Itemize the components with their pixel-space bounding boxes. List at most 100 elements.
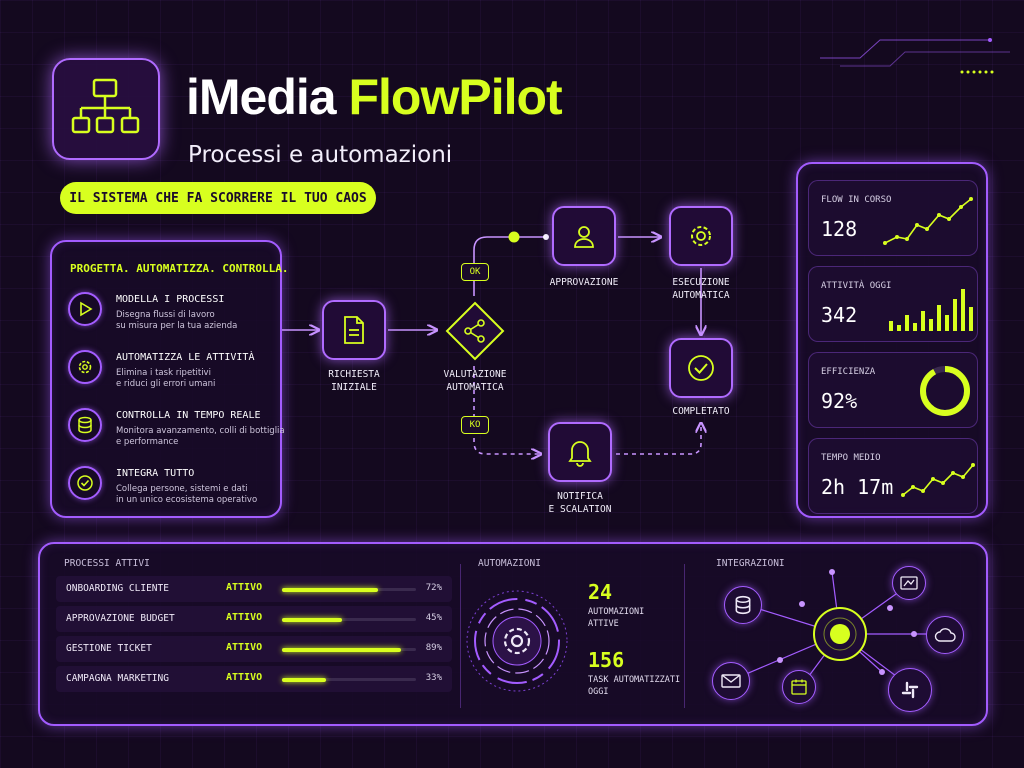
bottom-panel: PROCESSI ATTIVI ONBOARDING CLIENTE ATTIV… [38, 542, 988, 726]
feature-desc: Elimina i task ripetitivi e riduci gli er… [116, 368, 216, 389]
progress-track [282, 677, 416, 682]
progress-fill [282, 587, 379, 592]
flow-node-notifica[interactable] [548, 422, 612, 482]
kpi-value: 2h 17m [821, 475, 894, 499]
kpi-card-attivita: ATTIVITÀ OGGI 342 [808, 266, 978, 342]
feature-title: MODELLA I PROCESSI [116, 294, 225, 305]
line-sparkline [883, 197, 973, 245]
process-row[interactable]: APPROVAZIONE BUDGET ATTIVO 45% [56, 606, 452, 632]
app-subtitle: Processi e automazioni [188, 142, 453, 168]
progress-track [282, 617, 416, 622]
tagline-badge: IL SISTEMA CHE FA SCORRERE IL TUO CAOS [60, 182, 376, 214]
kpi-label: FLOW IN CORSO [821, 195, 892, 205]
chart-icon[interactable] [892, 566, 926, 600]
process-percent: 89% [425, 643, 442, 653]
kpi-card-tempo: TEMPO MEDIO 2h 17m [808, 438, 978, 514]
feature-title: AUTOMATIZZA LE ATTIVITÀ [116, 352, 255, 363]
progress-track [282, 587, 416, 592]
kpi-card-flow: FLOW IN CORSO 128 [808, 180, 978, 256]
process-status: ATTIVO [226, 612, 263, 623]
progress-track [282, 647, 416, 652]
title-imedia: iMedia [186, 69, 337, 125]
check-icon [68, 466, 102, 500]
kpi-label: EFFICIENZA [821, 367, 876, 377]
kpi-panel: FLOW IN CORSO 128 ATTIVITÀ OGGI 342 EFFI… [796, 162, 988, 518]
flow-label-richiesta: RICHIESTA INIZIALE [328, 369, 380, 393]
features-heading: PROGETTA. AUTOMATIZZA. CONTROLLA. [70, 262, 289, 275]
app-title: iMedia FlowPilot [186, 68, 563, 126]
feature-title: CONTROLLA IN TEMPO REALE [116, 410, 261, 421]
flow-label-valutazione: VALUTAZIONE AUTOMATICA [443, 369, 507, 393]
calendar-icon[interactable] [782, 670, 816, 704]
kpi-card-efficienza: EFFICIENZA 92% [808, 352, 978, 428]
user-icon [574, 226, 594, 248]
progress-fill [282, 647, 402, 652]
flow-label-approvazione: APPROVAZIONE [549, 277, 619, 288]
cloud-icon[interactable] [926, 616, 964, 654]
share-icon [464, 319, 485, 343]
check-circle-icon [688, 355, 714, 381]
kpi-value: 128 [821, 217, 858, 241]
app-logo [52, 58, 160, 160]
gear-icon [68, 350, 102, 384]
flow-node-valutazione[interactable] [444, 300, 506, 362]
kpi-label: TEMPO MEDIO [821, 453, 881, 463]
flow-node-completato[interactable] [669, 338, 733, 398]
process-status: ATTIVO [226, 642, 263, 653]
gear-icon [691, 226, 711, 246]
tasks-automated-value: 156 [588, 648, 625, 672]
features-panel: PROGETTA. AUTOMATIZZA. CONTROLLA. MODELL… [50, 240, 289, 518]
document-icon [344, 316, 364, 344]
flow-label-completato: COMPLETATO [672, 406, 730, 417]
process-percent: 72% [425, 583, 442, 593]
progress-fill [282, 617, 343, 622]
gear-icon [503, 627, 531, 655]
slack-icon[interactable] [888, 668, 932, 712]
feature-title: INTEGRA TUTTO [116, 468, 195, 479]
ok-label: OK [461, 263, 489, 281]
mail-icon[interactable] [712, 662, 750, 700]
feature-desc: Collega persone, sistemi e dati in un uni… [116, 484, 258, 505]
kpi-value: 92% [821, 389, 858, 413]
process-row[interactable]: CAMPAGNA MARKETING ATTIVO 33% [56, 666, 452, 692]
process-row[interactable]: ONBOARDING CLIENTE ATTIVO 72% [56, 576, 452, 602]
line-sparkline [901, 463, 975, 497]
section-divider [460, 564, 461, 708]
bar-sparkline [889, 289, 973, 331]
section-divider [684, 564, 685, 708]
feature-desc: Monitora avanzamento, colli di bottiglia… [116, 426, 285, 447]
title-flowpilot: FlowPilot [348, 69, 563, 125]
progress-fill [282, 677, 327, 682]
processes-heading: PROCESSI ATTIVI [64, 558, 150, 569]
process-name: GESTIONE TICKET [66, 643, 152, 654]
process-name: APPROVAZIONE BUDGET [66, 613, 175, 624]
flow-node-esecuzione[interactable] [669, 206, 733, 266]
feature-desc: Disegna flussi di lavoro su misura per la… [116, 310, 238, 331]
ko-label: KO [461, 416, 489, 434]
flow-node-richiesta[interactable] [322, 300, 386, 360]
circuit-decoration [820, 38, 1010, 74]
database-icon[interactable] [724, 586, 762, 624]
automations-active-value: 24 [588, 580, 613, 604]
flow-label-notifica: NOTIFICA E SCALATION [548, 491, 612, 515]
integrations-heading: INTEGRAZIONI [716, 558, 785, 569]
flow-label-esecuzione: ESECUZIONE AUTOMATICA [672, 277, 730, 301]
process-row[interactable]: GESTIONE TICKET ATTIVO 89% [56, 636, 452, 662]
tasks-automated-label: TASK AUTOMATIZZATI OGGI [588, 675, 681, 697]
efficiency-ring [920, 366, 970, 416]
kpi-value: 342 [821, 303, 858, 327]
flow-node-approvazione[interactable] [552, 206, 616, 266]
automations-active-label: AUTOMAZIONI ATTIVE [588, 607, 645, 629]
process-name: ONBOARDING CLIENTE [66, 583, 169, 594]
process-status: ATTIVO [226, 672, 263, 683]
process-percent: 33% [425, 673, 442, 683]
process-name: CAMPAGNA MARKETING [66, 673, 169, 684]
org-chart-icon [71, 78, 140, 134]
bell-icon [568, 441, 592, 467]
database-icon [68, 408, 102, 442]
process-status: ATTIVO [226, 582, 263, 593]
automations-heading: AUTOMAZIONI [478, 558, 541, 569]
process-percent: 45% [425, 613, 442, 623]
kpi-label: ATTIVITÀ OGGI [821, 281, 892, 291]
